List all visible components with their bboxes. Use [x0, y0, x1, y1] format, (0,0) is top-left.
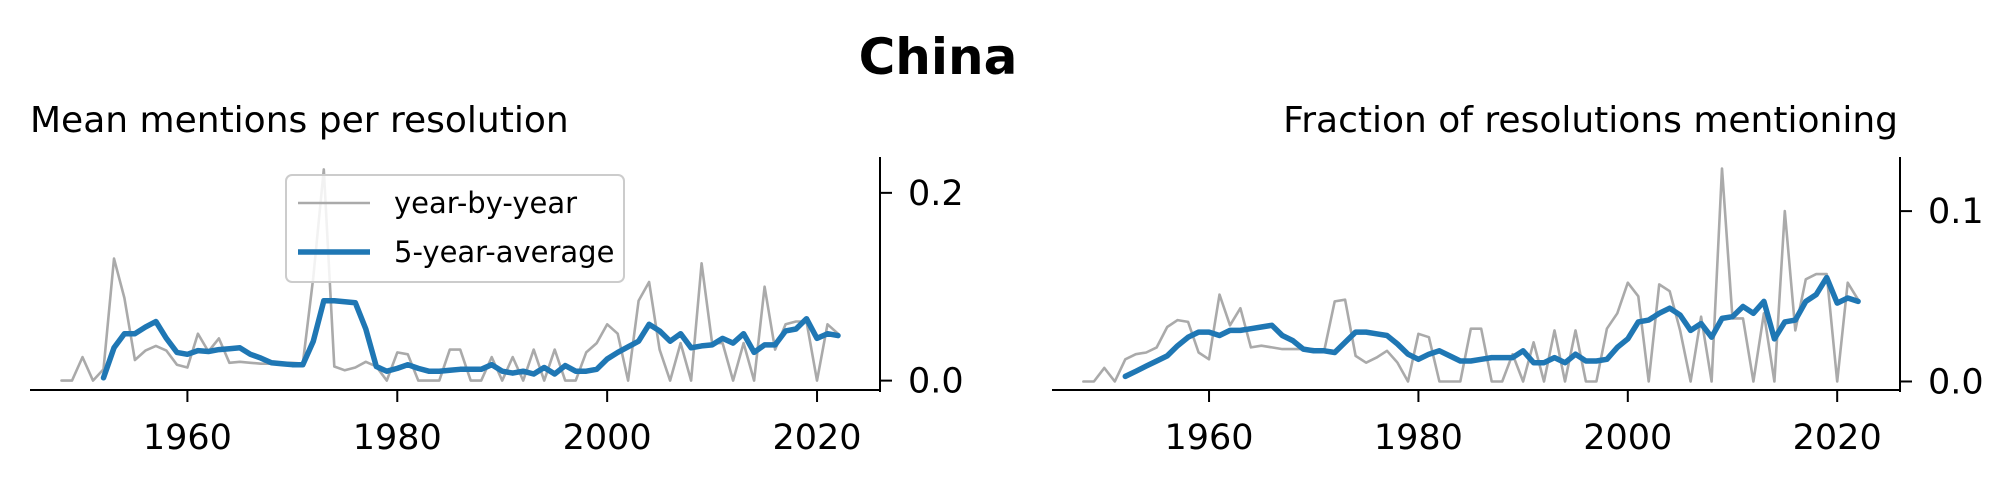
- legend-label: 5-year-average: [394, 235, 614, 269]
- x-tick-label: 1960: [143, 418, 232, 458]
- y-tick-label: 0.0: [1928, 362, 1984, 402]
- x-tick-label: 2020: [1793, 418, 1882, 458]
- x-tick-label: 2000: [563, 418, 652, 458]
- series-line-5-year-average: [1122, 274, 1861, 380]
- x-tick-label: 1980: [353, 418, 442, 458]
- plot-mean-mentions: Mean mentions per resolution 1960 1980 2000…: [30, 100, 964, 458]
- series-line-5-year-average: [100, 298, 841, 381]
- figure-title: China: [859, 28, 1018, 86]
- plot-fraction-mentioning: Fraction of resolutions mentioning 1960 19…: [1052, 100, 1984, 458]
- y-tick-label: 0.0: [908, 362, 964, 402]
- subplot-title: Mean mentions per resolution: [30, 100, 569, 141]
- series-line-year-by-year: [1082, 167, 1860, 383]
- x-tick-label: 2000: [1583, 418, 1672, 458]
- x-tick-label: 2020: [772, 418, 861, 458]
- legend-frame: [285, 174, 625, 283]
- y-tick-label: 0.2: [908, 174, 964, 214]
- x-tick-label: 1980: [1374, 418, 1463, 458]
- subplot-title: Fraction of resolutions mentioning: [1283, 100, 1898, 141]
- series-line-year-by-year: [60, 168, 840, 382]
- y-tick-label: 0.1: [1928, 192, 1984, 232]
- legend: year-by-year 5-year-average: [285, 174, 625, 283]
- x-tick-label: 1960: [1164, 418, 1253, 458]
- legend-label: year-by-year: [394, 186, 577, 220]
